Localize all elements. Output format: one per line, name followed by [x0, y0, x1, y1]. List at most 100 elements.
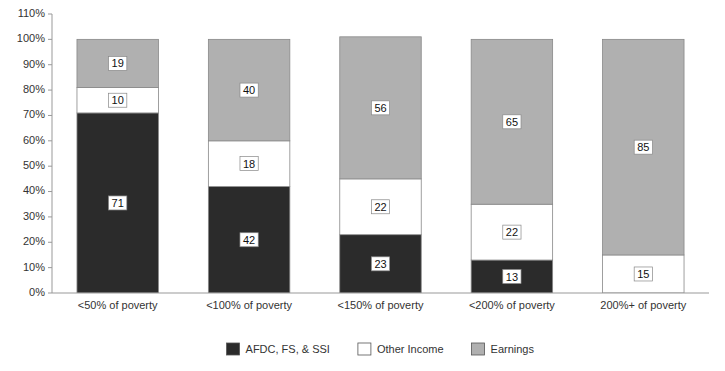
y-tick — [48, 216, 52, 217]
data-label-group: 42 — [240, 233, 258, 247]
data-label: 22 — [374, 201, 386, 213]
data-label-group: 23 — [371, 257, 389, 271]
data-label: 23 — [374, 258, 386, 270]
legend-label: Earnings — [491, 343, 535, 355]
y-tick — [48, 39, 52, 40]
y-tick — [48, 115, 52, 116]
y-tick-label: 30% — [23, 210, 45, 222]
data-label-group: 71 — [109, 196, 127, 210]
legend-swatch — [358, 343, 371, 355]
data-label-box — [371, 200, 389, 214]
data-label-box — [634, 140, 652, 154]
data-label-box — [371, 257, 389, 271]
y-tick-label: 110% — [18, 7, 46, 19]
data-label: 40 — [243, 84, 255, 96]
data-label: 71 — [112, 197, 124, 209]
data-label: 85 — [637, 141, 649, 153]
chart-svg: 0% 10% 20% 30% 40% 50% 60% 70% 80% 90% 100% 110% <50… — [0, 0, 725, 371]
bar-segment — [471, 260, 552, 293]
x-tick-label: <200% of poverty — [469, 299, 555, 311]
legend-swatch — [472, 343, 485, 355]
bar-segment — [208, 39, 289, 140]
data-label-box — [109, 56, 127, 70]
bar-segment — [471, 204, 552, 260]
x-tick-label: <50% of poverty — [78, 299, 158, 311]
x-tick-label: <150% of poverty — [338, 299, 424, 311]
y-tick — [48, 267, 52, 268]
legend-swatch — [227, 343, 240, 355]
data-label: 10 — [112, 94, 124, 106]
y-tick — [48, 90, 52, 91]
data-label-box — [503, 270, 521, 284]
legend-label: AFDC, FS, & SSI — [246, 343, 330, 355]
data-label: 42 — [243, 234, 255, 246]
data-label-box — [109, 196, 127, 210]
data-label-group: 40 — [240, 83, 258, 97]
legend-item: AFDC, FS, & SSI — [227, 343, 330, 355]
data-label-group: 65 — [503, 115, 521, 129]
bar-segment — [340, 37, 421, 179]
bar-segment — [471, 39, 552, 204]
y-tick — [48, 14, 52, 15]
data-label: 15 — [637, 268, 649, 280]
data-label-box — [503, 115, 521, 129]
y-tick-label: 10% — [23, 261, 45, 273]
data-label-group: 18 — [240, 157, 258, 171]
bar-segment — [603, 255, 684, 293]
data-label-box — [371, 101, 389, 115]
data-label: 19 — [112, 57, 124, 69]
data-label-box — [503, 225, 521, 239]
data-label-box — [634, 267, 652, 281]
bar-segment — [77, 113, 158, 293]
y-tick — [48, 242, 52, 243]
legend-label: Other Income — [377, 343, 444, 355]
data-label-group: 19 — [109, 56, 127, 70]
data-label: 18 — [243, 158, 255, 170]
bar-segment — [340, 179, 421, 235]
bar-segment — [340, 235, 421, 293]
y-tick-label: 90% — [23, 58, 45, 70]
y-tick-label: 70% — [23, 108, 45, 120]
y-tick — [48, 64, 52, 65]
data-label-group: 56 — [371, 101, 389, 115]
data-label: 65 — [506, 116, 518, 128]
bars — [77, 37, 684, 293]
data-label-group: 13 — [503, 270, 521, 284]
y-axis: 0% 10% 20% 30% 40% 50% 60% 70% 80% 90% 100% 110% — [17, 7, 52, 298]
data-label-group: 22 — [371, 200, 389, 214]
y-tick — [48, 140, 52, 141]
data-label-group: 22 — [503, 225, 521, 239]
y-tick-label: 60% — [23, 134, 45, 146]
y-tick — [48, 293, 52, 294]
data-label-box — [240, 83, 258, 97]
bar-segment — [208, 186, 289, 293]
x-axis: <50% of poverty <100% of poverty <150% of … — [52, 293, 709, 311]
x-axis-line — [52, 293, 709, 294]
y-tick-label: 50% — [23, 159, 45, 171]
chart-container: 0% 10% 20% 30% 40% 50% 60% 70% 80% 90% 100% 110% <50… — [0, 0, 725, 371]
data-label-box — [240, 157, 258, 171]
y-axis-line — [52, 14, 53, 293]
x-tick-label: <100% of poverty — [206, 299, 292, 311]
legend-item: Other Income — [358, 343, 444, 355]
y-tick — [48, 191, 52, 192]
data-label-box — [109, 93, 127, 107]
bar-segment — [77, 88, 158, 113]
data-label-group: 85 — [634, 140, 652, 154]
y-tick — [48, 166, 52, 167]
x-tick-label: 200%+ of poverty — [600, 299, 686, 311]
y-tick-label: 0% — [29, 286, 45, 298]
y-tick-label: 20% — [23, 235, 45, 247]
y-tick-label: 80% — [23, 83, 45, 95]
y-tick-label: 100% — [17, 32, 45, 44]
data-label-box — [240, 233, 258, 247]
data-label: 22 — [506, 226, 518, 238]
data-label-group: 15 — [634, 267, 652, 281]
data-label: 56 — [374, 102, 386, 114]
y-tick-label: 40% — [23, 184, 45, 196]
legend: AFDC, FS, & SSI Other Income Earnings — [227, 343, 535, 355]
bar-segment — [208, 141, 289, 187]
data-label-group: 10 — [109, 93, 127, 107]
bar-segment — [603, 39, 684, 255]
data-label: 13 — [506, 271, 518, 283]
